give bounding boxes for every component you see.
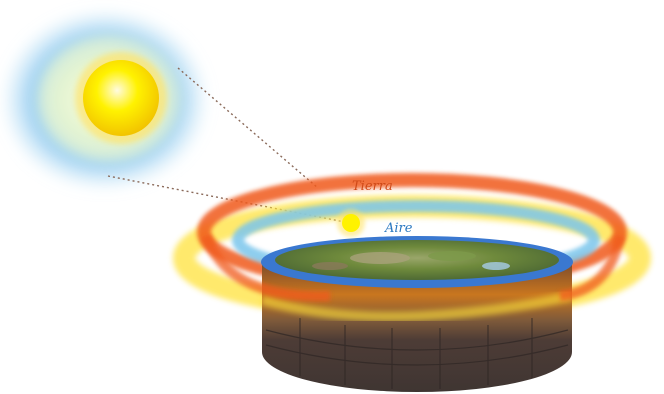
- sun-group: [0, 8, 210, 192]
- fire-ring-front-right: [559, 234, 625, 301]
- land-surface: [275, 240, 559, 280]
- wall-glow-band: [260, 291, 574, 322]
- fire-label: Tierra: [352, 179, 393, 194]
- sun: [83, 60, 159, 136]
- air-label: Aire: [384, 221, 413, 236]
- small-sun: [342, 214, 360, 232]
- projection-line-upper: [177, 67, 319, 189]
- fire-ring-front: [201, 234, 331, 302]
- stone-texture: [265, 318, 569, 389]
- earth-disc: [260, 236, 574, 392]
- land-details: [312, 251, 510, 270]
